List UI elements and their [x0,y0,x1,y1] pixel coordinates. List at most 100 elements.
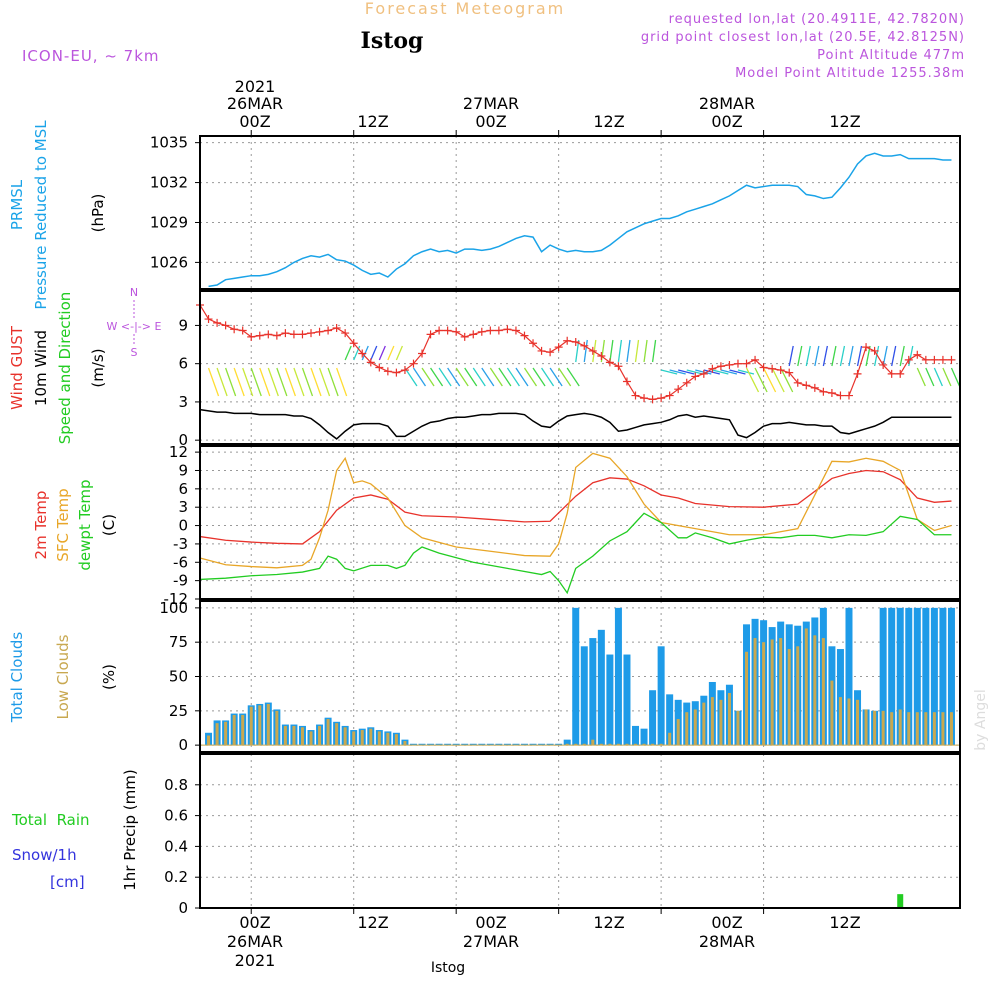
wind-gust-point [554,343,563,352]
low-cloud-bar [266,703,270,746]
total-cloud-bar [922,607,930,746]
total-cloud-bar [939,607,947,746]
wind-direction-arrow [430,367,444,387]
total-cloud-bar [640,728,648,746]
wind-gust-point [426,330,435,339]
pressure-label-2: Pressure Reduced to MSL [32,120,50,310]
total-cloud-bar [606,654,614,746]
wind-gust-point [870,346,879,355]
low-cloud-bar [702,702,706,746]
wind-direction-arrow [566,367,580,387]
plot-layer: 10261029103210350369-12-9-6-303691202550… [150,130,961,917]
wind-direction-arrow [301,367,314,397]
wind-gust-point [503,325,512,334]
total-cloud-bar [469,743,477,746]
wind-gust-point [460,332,469,341]
wind-direction-arrow [336,367,348,397]
wind-direction-arrow [395,345,404,361]
wind-direction-arrow [865,345,871,367]
low-cloud-bar [608,743,612,746]
requested-coords: requested lon,lat (20.4911E, 42.7820N) [669,12,965,27]
clouds-panel-frame [199,600,961,753]
bottom-tick-2: 12Z [357,913,388,932]
low-cloud-bar [360,730,364,746]
wind-direction-arrow [916,367,926,387]
wind-gust-point [221,321,230,330]
total-cloud-bar [623,654,631,746]
low-cloud-bar [343,727,347,746]
wind-gust-point [477,327,486,336]
location-title: Istog [361,28,424,54]
low-cloud-bar [727,692,731,746]
low-cloud-bar [710,697,714,746]
total-cloud-bar [452,743,460,746]
wind-direction-arrow [729,369,746,375]
model-altitude: Model Point Altitude 1255.38m [735,66,965,81]
temp-ytick-label-3: -3 [173,535,188,553]
pressure-panel-frame [199,135,961,290]
total-cloud-bar [632,725,640,746]
wind-direction-arrow [225,367,237,397]
wind-direction-arrow [617,339,623,363]
temp-unit: (C) [100,514,118,536]
temp-2m-line [199,469,952,545]
wind-gust-point [272,331,281,340]
low-cloud-bar [292,725,296,746]
rain-bar [897,894,904,908]
clouds-unit: (%) [100,664,118,690]
low-cloud-bar [335,723,339,746]
temp-sfc-label: SFC Temp [54,488,72,561]
total-cloud-bar [427,743,435,746]
wind-direction-arrow [669,369,686,375]
total-cloud-bar [495,743,503,746]
wind-direction-arrow [780,367,794,393]
wind-gust-point [674,385,683,394]
wind-ytick-label-2: 6 [178,355,188,373]
wind-gust-point [896,369,905,378]
top-tick-6: 12Z [829,112,860,131]
low-cloud-bar [847,698,851,746]
wind-ytick-label-3: 9 [178,316,188,334]
temp-ytick-label-0: -12 [164,590,189,608]
clouds-ytick-label-3: 75 [169,633,188,651]
wind-direction-arrow [412,367,427,387]
wind-direction-arrow [634,339,640,363]
wind-gust-point [341,329,350,338]
wind-direction-arrow [899,345,905,367]
total-cloud-bar [845,607,853,746]
precip-ytick-label-3: 0.6 [164,807,188,825]
wind-gust-point [605,358,614,367]
low-cloud-bar [241,714,245,746]
wind-gust-point [264,330,273,339]
low-cloud-bar [651,743,655,746]
low-cloud-bar [719,699,723,746]
wind-gust-point [358,349,367,358]
wind-direction-arrow [310,367,322,397]
wind-direction-arrow [421,367,435,387]
low-cloud-bar [830,680,834,746]
low-cloud-bar [659,743,663,746]
wind-gust-point [494,326,503,335]
wind-direction-arrow [558,367,572,387]
wind-direction-arrow [788,345,794,367]
wind-direction-arrow [737,369,755,375]
wind-gust-point [400,366,409,375]
clouds-low-label: Low Clouds [54,634,72,719]
wind-10m-label: 10m Wind [32,330,50,406]
wind-gust-point [810,383,819,392]
bottom-day-2: 27MAR [463,932,519,951]
total-cloud-bar [503,743,511,746]
total-cloud-bar [580,646,588,746]
low-cloud-bar [881,710,885,746]
low-cloud-bar [352,731,356,746]
wind-direction-arrow [771,367,785,393]
low-cloud-bar [685,712,689,746]
low-cloud-bar [762,642,766,746]
wind-direction-arrow [831,345,837,367]
wind-direction-arrow [583,339,588,363]
wind-gust-point [793,378,802,387]
wind-gust-point [418,349,427,358]
total-cloud-bar [546,743,554,746]
compass-rose: N S W <-|-> E [107,286,162,359]
wind-gust-point [930,355,939,364]
